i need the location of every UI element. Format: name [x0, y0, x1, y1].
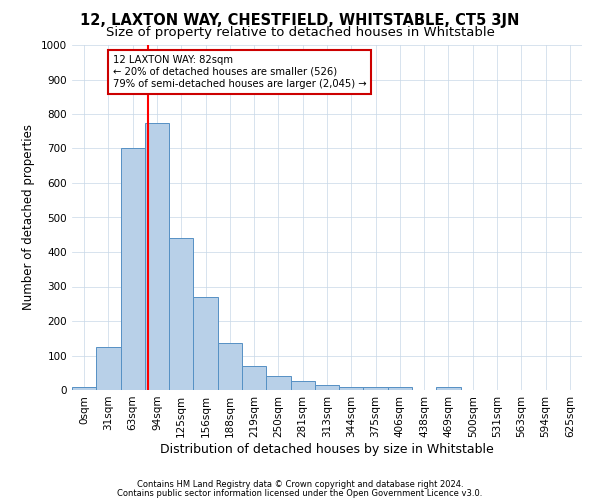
Text: Contains public sector information licensed under the Open Government Licence v3: Contains public sector information licen…: [118, 488, 482, 498]
Bar: [193, 297, 218, 390]
Bar: [218, 344, 242, 390]
Bar: [72, 387, 96, 390]
Bar: [242, 366, 266, 390]
Bar: [290, 382, 315, 390]
Bar: [145, 122, 169, 390]
Text: Contains HM Land Registry data © Crown copyright and database right 2024.: Contains HM Land Registry data © Crown c…: [137, 480, 463, 489]
Text: 12, LAXTON WAY, CHESTFIELD, WHITSTABLE, CT5 3JN: 12, LAXTON WAY, CHESTFIELD, WHITSTABLE, …: [80, 12, 520, 28]
Bar: [364, 386, 388, 390]
Text: 12 LAXTON WAY: 82sqm
← 20% of detached houses are smaller (526)
79% of semi-deta: 12 LAXTON WAY: 82sqm ← 20% of detached h…: [113, 56, 367, 88]
Y-axis label: Number of detached properties: Number of detached properties: [22, 124, 35, 310]
Bar: [436, 386, 461, 390]
X-axis label: Distribution of detached houses by size in Whitstable: Distribution of detached houses by size …: [160, 442, 494, 456]
Bar: [388, 387, 412, 390]
Bar: [169, 238, 193, 390]
Bar: [315, 385, 339, 390]
Text: Size of property relative to detached houses in Whitstable: Size of property relative to detached ho…: [106, 26, 494, 39]
Bar: [121, 148, 145, 390]
Bar: [96, 347, 121, 390]
Bar: [266, 376, 290, 390]
Bar: [339, 386, 364, 390]
